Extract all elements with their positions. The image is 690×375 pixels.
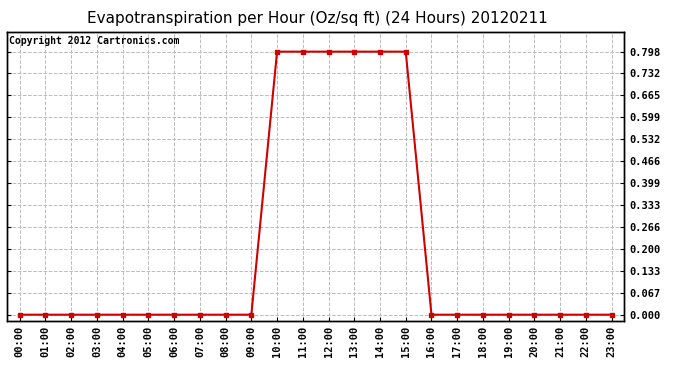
Text: Evapotranspiration per Hour (Oz/sq ft) (24 Hours) 20120211: Evapotranspiration per Hour (Oz/sq ft) (…: [87, 11, 548, 26]
Text: Copyright 2012 Cartronics.com: Copyright 2012 Cartronics.com: [9, 36, 179, 46]
